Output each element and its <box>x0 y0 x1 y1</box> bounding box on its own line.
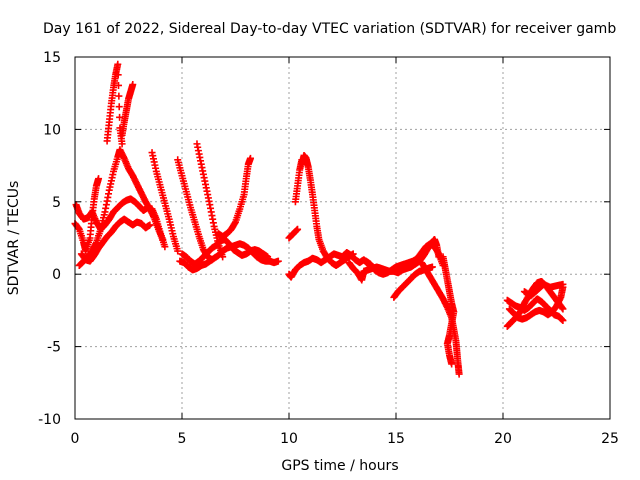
data-point <box>114 71 122 79</box>
y-tick-labels: -10 -5 0 5 10 15 <box>38 50 61 428</box>
data-point <box>428 263 436 271</box>
x-tick-label: 5 <box>178 431 187 447</box>
series-arc-d <box>71 175 103 255</box>
x-tick-label: 10 <box>280 431 298 447</box>
series-arc-p <box>291 156 306 206</box>
data-point <box>129 81 137 89</box>
data-point <box>116 113 124 121</box>
series-arc-c <box>77 215 154 265</box>
series-spike-f <box>118 81 137 139</box>
data-point <box>95 175 103 183</box>
data-point <box>161 243 169 251</box>
data-point <box>448 360 456 368</box>
data-point <box>115 92 123 100</box>
series-arc-t <box>418 259 463 378</box>
grid <box>75 57 610 419</box>
x-axis-label: GPS time / hours <box>281 458 398 474</box>
x-tick-labels: 0 5 10 15 20 25 <box>71 431 619 447</box>
data-point <box>349 250 357 258</box>
axis-ticks <box>74 56 611 420</box>
y-tick-label: 5 <box>52 195 61 211</box>
x-tick-label: 20 <box>494 431 512 447</box>
series-arc-l <box>214 154 254 241</box>
data-point <box>274 257 282 265</box>
y-tick-label: 15 <box>43 50 61 66</box>
data-point <box>115 103 123 111</box>
series-arc-m <box>285 225 302 242</box>
data-point <box>146 221 154 229</box>
x-tick-label: 15 <box>387 431 405 447</box>
y-tick-label: 10 <box>43 122 61 138</box>
chart-title: Day 161 of 2022, Sidereal Day-to-day VTE… <box>43 21 616 37</box>
x-tick-label: 25 <box>601 431 619 447</box>
data-point <box>174 247 182 255</box>
data-point <box>114 60 122 68</box>
data-point <box>559 317 567 325</box>
series-arc-x <box>505 283 567 323</box>
data-point <box>159 235 167 243</box>
series-arc-k <box>193 140 227 261</box>
x-tick-label: 0 <box>71 431 80 447</box>
series-arc-y <box>520 280 567 300</box>
y-axis-label: SDTVAR / TECUs <box>6 181 22 296</box>
data-point <box>219 253 227 261</box>
data-point <box>208 256 216 264</box>
data-point <box>294 225 302 233</box>
data-point <box>298 156 306 164</box>
series-arc-u <box>439 253 458 368</box>
data-markers <box>71 60 567 378</box>
y-tick-label: 0 <box>52 267 61 283</box>
data-point <box>118 140 126 148</box>
data-point <box>115 81 123 89</box>
series-arc-g <box>148 149 182 255</box>
y-tick-label: -5 <box>47 340 61 356</box>
y-tick-label: -10 <box>38 412 61 428</box>
series-spike-e <box>103 60 126 148</box>
data-point <box>264 253 272 261</box>
data-point <box>559 305 567 313</box>
data-point <box>455 370 463 378</box>
plot-frame <box>74 56 611 420</box>
series-arc-j <box>174 156 216 264</box>
data-point <box>246 154 254 162</box>
data-point <box>559 280 567 288</box>
